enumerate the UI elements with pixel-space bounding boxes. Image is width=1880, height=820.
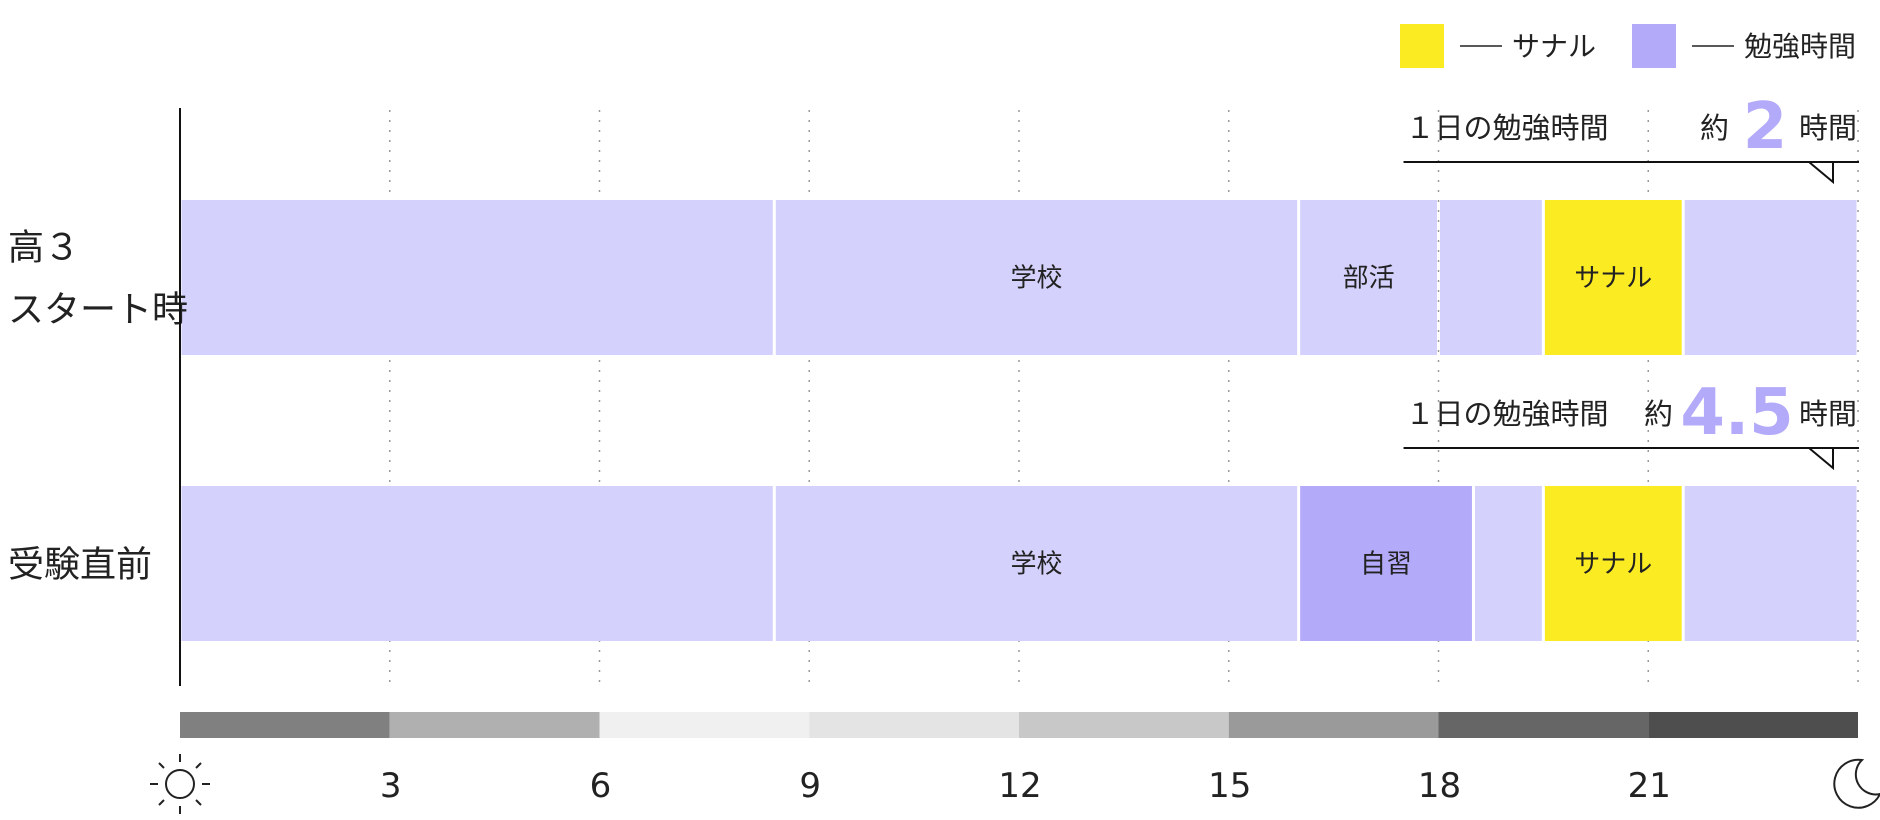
day-band-segment xyxy=(389,712,600,738)
day-band-segment xyxy=(180,712,390,738)
row-label: 高３ xyxy=(8,228,80,269)
legend: サナル 勉強時間 xyxy=(1400,24,1856,68)
callout-value: 2 xyxy=(1743,90,1788,164)
day-band-segment xyxy=(1228,712,1439,738)
legend-label: 勉強時間 xyxy=(1744,30,1856,63)
moon-icon xyxy=(1833,758,1880,809)
segment-bar xyxy=(1544,200,1682,355)
callout-prefix: １日の勉強時間 xyxy=(1406,397,1609,431)
segment-label: 部活 xyxy=(1343,264,1395,294)
x-tick-labels: 3 6 9 12 15 18 21 xyxy=(380,766,1671,806)
segment-bar xyxy=(775,200,1298,355)
callout-value: 4.5 xyxy=(1680,376,1793,450)
x-tick-label: 21 xyxy=(1628,766,1671,806)
segment-bar xyxy=(1440,200,1542,355)
segment-bar xyxy=(775,486,1298,641)
segment-bar xyxy=(1684,486,1857,641)
segment-bar xyxy=(181,200,773,355)
segment-label: サナル xyxy=(1574,264,1652,294)
legend-swatch xyxy=(1632,24,1676,68)
segment-label: サナル xyxy=(1574,550,1652,580)
day-band-segment xyxy=(809,712,1019,738)
segment-bar xyxy=(181,486,773,641)
day-band-segment xyxy=(599,712,810,738)
legend-label: サナル xyxy=(1512,30,1596,63)
segment-label: 自習 xyxy=(1360,550,1412,580)
segment-bar xyxy=(1544,486,1682,641)
row-label: 受験直前 xyxy=(8,545,152,586)
x-tick-label: 9 xyxy=(799,766,821,806)
x-tick-label: 3 xyxy=(380,766,402,806)
callout-approx: 約 xyxy=(1700,111,1729,145)
segment-bar xyxy=(1684,200,1857,355)
callout-unit: 時間 xyxy=(1799,397,1857,431)
sun-icon xyxy=(150,754,210,814)
segment-label: 学校 xyxy=(1010,550,1062,580)
day-band xyxy=(180,712,1858,738)
segment-label: 学校 xyxy=(1010,264,1062,294)
segment-bar xyxy=(1474,486,1542,641)
callout-prefix: １日の勉強時間 xyxy=(1406,111,1609,145)
legend-swatch xyxy=(1400,24,1444,68)
x-tick-label: 15 xyxy=(1208,766,1251,806)
callout-bracket xyxy=(1403,161,1859,185)
x-tick-label: 12 xyxy=(998,766,1041,806)
segment-bar xyxy=(1300,200,1437,355)
row-label: スタート時 xyxy=(8,290,188,331)
x-tick-label: 18 xyxy=(1418,766,1461,806)
callout-unit: 時間 xyxy=(1799,111,1857,145)
x-tick-label: 6 xyxy=(590,766,612,806)
day-band-segment xyxy=(1019,712,1229,738)
segment-bar xyxy=(1300,486,1472,641)
callout-bracket xyxy=(1403,447,1859,471)
day-band-segment xyxy=(1648,712,1858,738)
callout-approx: 約 xyxy=(1644,397,1673,431)
day-band-segment xyxy=(1438,712,1649,738)
